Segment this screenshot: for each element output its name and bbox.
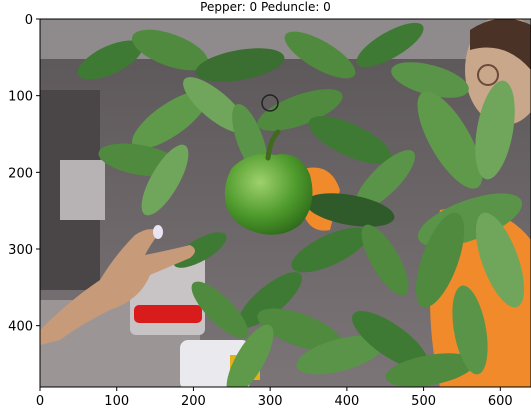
hand-icon <box>40 225 195 345</box>
x-tick-label: 400 <box>334 394 359 409</box>
x-tick-label: 200 <box>181 394 206 409</box>
x-tick-label: 600 <box>488 394 513 409</box>
y-tick-label: 100 <box>8 90 33 105</box>
photo <box>40 19 531 387</box>
x-axis: 0 100 200 300 400 500 600 <box>36 387 513 409</box>
y-tick-label: 0 <box>25 13 33 28</box>
x-tick-label: 500 <box>411 394 436 409</box>
y-tick-label: 200 <box>8 166 33 181</box>
y-tick-label: 400 <box>8 320 33 335</box>
pepper-icon <box>224 129 313 235</box>
x-tick-label: 0 <box>36 394 44 409</box>
glasses-icon <box>477 64 499 86</box>
axes-frame <box>39 18 531 388</box>
y-tick-label: 300 <box>8 243 33 258</box>
figure-title: Pepper: 0 Peduncle: 0 <box>200 0 331 14</box>
y-axis: 0 100 200 300 400 <box>8 13 40 335</box>
x-tick-label: 100 <box>104 394 129 409</box>
x-tick-label: 300 <box>258 394 283 409</box>
